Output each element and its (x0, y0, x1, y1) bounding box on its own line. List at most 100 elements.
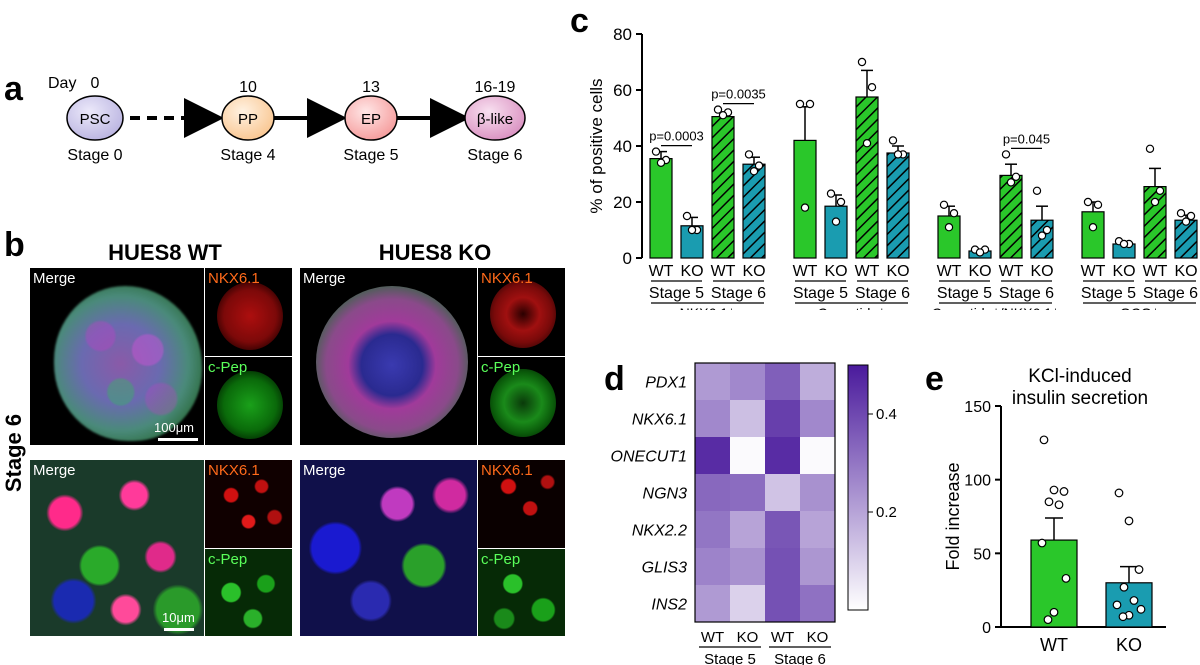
ko-zoom-merge-label: Merge (303, 462, 346, 479)
genotype-tick-label: KO (1030, 263, 1053, 280)
chart-title-line: insulin secretion (1012, 388, 1148, 409)
bar (711, 115, 735, 259)
genotype-tick-label: WT (999, 263, 1024, 280)
stage-label: Stage 5 (1081, 285, 1136, 302)
marker-label: C-peptide⁺/NKX6.1⁺ (932, 305, 1060, 310)
bar (1143, 186, 1167, 259)
ko-zoom-nkx-label: NKX6.1 (481, 462, 533, 479)
heatmap-cell (765, 548, 800, 585)
data-point (1037, 538, 1047, 548)
heatmap-cell (800, 511, 835, 548)
marker-label: NKX6.1⁺ (680, 305, 736, 310)
genotype-tick-label: WT (793, 263, 818, 280)
heatmap-cell (800, 437, 835, 474)
y-tick-label: 0 (623, 249, 632, 268)
heatmap-cell (695, 363, 730, 400)
data-point (795, 99, 805, 109)
data-point (1049, 607, 1059, 617)
ko-column-title: HUES8 KO (378, 240, 492, 265)
pp-node-label: PP (238, 111, 258, 128)
pp-node (221, 95, 275, 141)
stage-0-label: Stage 0 (67, 147, 122, 164)
data-point (1124, 516, 1134, 526)
panel-c-bar-chart: 0 20 40 60 80 % of positive cells WT KO WT KO Stag… (587, 25, 1198, 310)
heatmap-column-label: KO (737, 629, 759, 646)
heatmap-cell (730, 548, 765, 585)
genotype-tick-label: KO (968, 263, 991, 280)
data-point (682, 211, 692, 221)
heatmap-cell (765, 511, 800, 548)
scale-bar-10um (164, 628, 194, 631)
ko-zoom-nkx-image: NKX6.1 (478, 460, 565, 548)
heatmap-column-label: KO (807, 629, 829, 646)
beta-like-node-label: β-like (477, 111, 513, 128)
ko-merge-label: Merge (303, 270, 346, 287)
data-point (831, 217, 841, 226)
data-point (1001, 150, 1011, 159)
y-tick-label: 20 (613, 193, 632, 212)
data-point (939, 200, 949, 209)
data-point (1059, 487, 1069, 496)
heatmap-cell (800, 585, 835, 622)
ko-zoom-cpep-label: c-Pep (481, 551, 521, 568)
genotype-tick-label: WT (1081, 263, 1106, 280)
y-tick-label: 100 (964, 473, 991, 490)
stage-label: Stage 6 (711, 285, 766, 302)
data-point (687, 225, 697, 235)
stage-label: Stage 5 (937, 285, 992, 302)
heatmap-cell (730, 474, 765, 511)
data-point (1083, 197, 1093, 207)
data-point (862, 138, 872, 148)
panel-d-heatmap: PDX1 NKX6.1 ONECUT1 NGN3 NKX2.2 GLIS3 INS2 WT KO… (611, 362, 897, 665)
heatmap-cell (695, 511, 730, 548)
heatmap-cell (730, 400, 765, 437)
day-0: 0 (91, 75, 100, 92)
genotype-tick-label: KO (680, 263, 703, 280)
colorbar-tick-label: 0.4 (876, 406, 897, 423)
p-value-label: p=0.0003 (649, 129, 704, 144)
stage-6-label: Stage 6 (467, 147, 522, 164)
bar (937, 215, 961, 259)
data-point (1088, 222, 1098, 232)
scale-bar-100um (158, 438, 198, 441)
data-point (867, 82, 877, 92)
genotype-tick-label: KO (824, 263, 847, 280)
data-point (836, 197, 846, 207)
data-point (1043, 615, 1053, 625)
heatmap-cell (800, 363, 835, 400)
marker-label: C-peptide⁺ (817, 305, 885, 310)
genotype-tick-label: KO (1112, 263, 1135, 280)
data-point (1114, 488, 1124, 498)
genotype-tick-label: WT (855, 263, 880, 280)
wt-zoom-cpep-image: c-Pep (205, 549, 292, 636)
data-point (749, 166, 759, 176)
y-axis-label: % of positive cells (587, 78, 606, 213)
genotype-tick-label: KO (886, 263, 909, 280)
bar (1174, 219, 1198, 259)
genotype-tick-label: KO (742, 263, 765, 280)
heatmap-cell (730, 437, 765, 474)
gene-row-label: ONECUT1 (611, 449, 687, 466)
wt-zoom-nkx-label: NKX6.1 (208, 462, 260, 479)
genotype-tick-label: WT (937, 263, 962, 280)
data-point (754, 161, 764, 170)
heatmap-stage-label: Stage 5 (704, 651, 756, 665)
data-point (1136, 604, 1146, 614)
data-point (1181, 217, 1191, 226)
x-tick-label: WT (1040, 635, 1068, 655)
y-tick-label: 40 (613, 137, 632, 156)
data-point (888, 136, 898, 145)
data-point (744, 150, 754, 159)
data-point (1145, 144, 1155, 154)
heatmap-cell (730, 585, 765, 622)
bar (886, 152, 910, 259)
bar (742, 163, 766, 259)
bar (999, 174, 1023, 259)
wt-zoom-nkx-image: NKX6.1 (205, 460, 292, 548)
y-tick-label: 50 (973, 546, 991, 563)
data-point (1186, 211, 1196, 221)
heatmap-cell (765, 363, 800, 400)
p-value-label: p=0.045 (1003, 131, 1050, 146)
stage-4-label: Stage 4 (220, 147, 275, 164)
day-13: 13 (362, 79, 380, 96)
